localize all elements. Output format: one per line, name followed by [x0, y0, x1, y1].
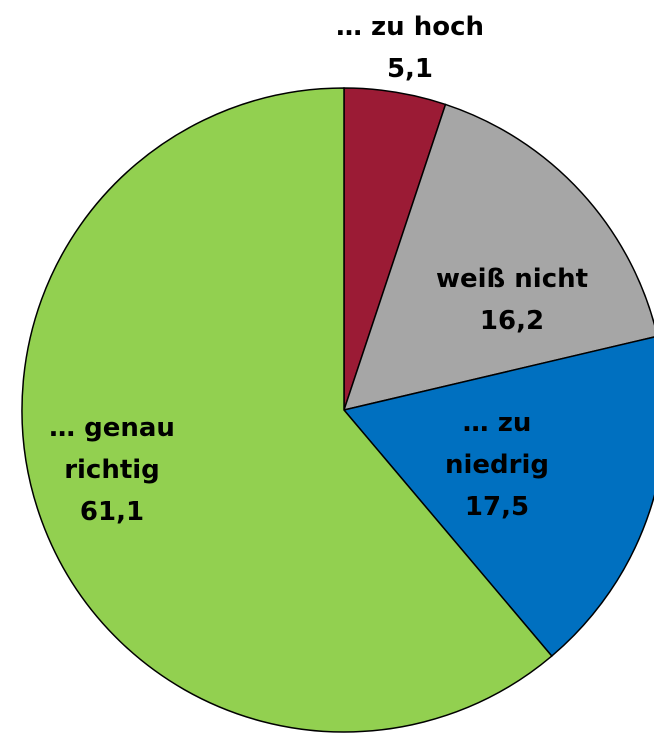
slice-label: … genau richtig 61,1 [27, 407, 197, 533]
pie-slice [342, 336, 654, 658]
value-label: 16,2 [479, 306, 545, 336]
pie-slice [21, 87, 553, 733]
value-label: 5,1 [386, 54, 434, 84]
category-label: weiß nicht [435, 264, 589, 294]
value-label: 61,1 [79, 497, 145, 527]
category-label: … genau richtig [49, 413, 175, 485]
slice-label: … zu niedrig 17,5 [427, 402, 567, 528]
category-label: … zu niedrig [444, 408, 549, 480]
slice-label: … zu hoch 5,1 [280, 6, 540, 90]
slice-label: weiß nicht 16,2 [392, 258, 632, 342]
category-label: … zu hoch [335, 12, 485, 42]
pie-slice [342, 103, 654, 412]
value-label: 17,5 [464, 492, 530, 522]
